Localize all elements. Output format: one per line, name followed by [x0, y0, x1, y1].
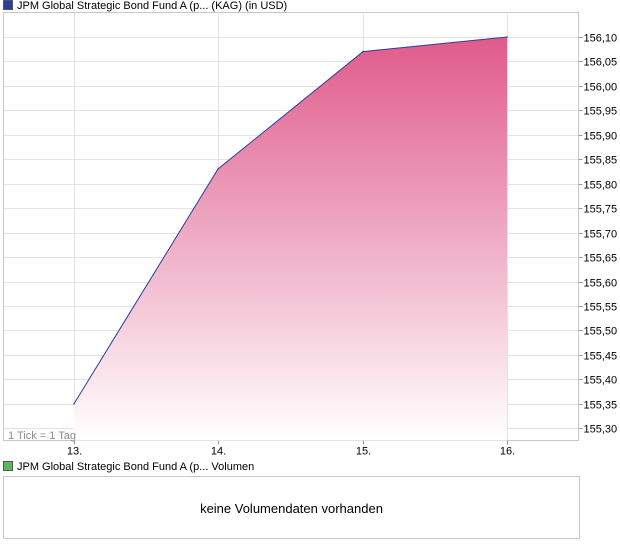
series-area	[73, 36, 508, 441]
volume-legend-swatch	[3, 461, 13, 471]
price-legend-swatch	[3, 0, 13, 10]
price-legend: JPM Global Strategic Bond Fund A (p... (…	[3, 0, 287, 13]
y-tick-label: 155,70	[584, 229, 618, 241]
y-tick-label: 155,35	[584, 400, 618, 412]
volume-chart: keine Volumendaten vorhanden	[3, 476, 580, 539]
y-tick-label: 156,10	[584, 33, 618, 45]
x-tick-label: 16.	[500, 446, 515, 458]
x-tick-label: 15.	[356, 446, 371, 458]
y-tick-label: 155,30	[584, 424, 618, 436]
data-point	[362, 50, 364, 53]
y-tick-label: 155,75	[584, 204, 618, 216]
y-tick-label: 155,40	[584, 375, 618, 387]
volume-legend-label: JPM Global Strategic Bond Fund A (p... V…	[17, 461, 255, 473]
y-tick-label: 156,05	[584, 57, 618, 69]
price-chart: 155,30 155,35 155,40 155,45 155,50 155,55 155,…	[3, 12, 618, 458]
y-tick-label: 155,65	[584, 253, 618, 265]
y-axis-ticks: 155,30 155,35 155,40 155,45 155,50 155,55 155,…	[578, 33, 618, 436]
x-axis-ticks: 13. 14. 15. 16.	[67, 440, 515, 458]
x-tick-label: 13.	[67, 446, 82, 458]
y-tick-label: 155,80	[584, 180, 618, 192]
volume-legend: JPM Global Strategic Bond Fund A (p... V…	[3, 461, 254, 474]
y-tick-label: 156,00	[584, 82, 618, 94]
price-legend-label: JPM Global Strategic Bond Fund A (p... (…	[17, 0, 288, 12]
data-point	[73, 403, 75, 405]
y-tick-label: 155,55	[584, 302, 618, 314]
y-tick-label: 155,50	[584, 326, 618, 338]
y-tick-label: 155,85	[584, 155, 618, 167]
series-line	[73, 36, 508, 405]
x-tick-label: 14.	[211, 446, 226, 458]
y-tick-label: 155,45	[584, 351, 618, 363]
y-tick-label: 155,60	[584, 278, 618, 290]
data-point	[506, 36, 508, 38]
y-tick-label: 155,90	[584, 131, 618, 143]
data-point	[217, 168, 219, 170]
y-tick-label: 155,95	[584, 106, 618, 118]
area-fill	[74, 37, 507, 441]
volume-empty-message: keine Volumendaten vorhanden	[200, 501, 383, 516]
tick-note: 1 Tick = 1 Tag	[8, 430, 76, 442]
